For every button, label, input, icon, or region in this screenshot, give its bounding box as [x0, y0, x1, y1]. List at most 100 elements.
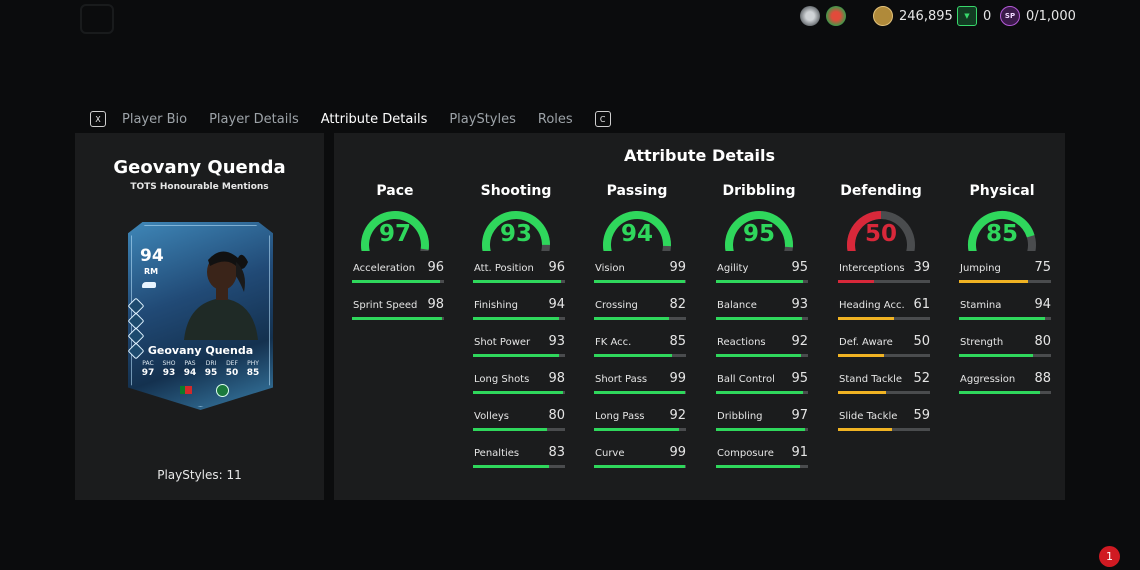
- attribute-value: 92: [791, 334, 808, 349]
- attribute-bar-track: [473, 465, 565, 468]
- card-stat-value: 97: [141, 368, 155, 378]
- attribute-bar-track: [716, 465, 808, 468]
- attribute-value: 98: [548, 371, 565, 386]
- attribute-name: Agility: [717, 263, 749, 274]
- attribute-value: 88: [1034, 371, 1051, 386]
- attribute-name: Ball Control: [717, 374, 775, 385]
- player-photo-icon: [184, 251, 258, 340]
- attribute-bar-fill: [838, 317, 895, 320]
- attribute-bar-track: [959, 354, 1051, 357]
- attribute-bar-fill: [716, 317, 802, 320]
- attribute-value: 91: [791, 445, 808, 460]
- attribute-column-defending: Defending 50 Interceptions 39 Heading Acc. 61…: [830, 183, 932, 444]
- attribute-row: Curve 99: [586, 444, 688, 481]
- attribute-name: Stand Tackle: [839, 374, 903, 385]
- attribute-bar-fill: [716, 391, 804, 394]
- attribute-name: Acceleration: [353, 263, 416, 274]
- attribute-name: Composure: [717, 448, 774, 459]
- category-rating: 50: [864, 221, 897, 247]
- card-stat-label: PHY: [247, 360, 259, 367]
- tab-attribute-details[interactable]: Attribute Details: [320, 111, 428, 127]
- attribute-value: 99: [669, 260, 686, 275]
- card-stat-label: PAS: [184, 360, 196, 367]
- attribute-bar-fill: [716, 428, 806, 431]
- attribute-name: Slide Tackle: [839, 411, 898, 422]
- gauge-arc: [968, 211, 1036, 251]
- tab-player-bio[interactable]: Player Bio: [122, 111, 188, 127]
- attribute-value: 98: [427, 297, 444, 312]
- attribute-name: FK Acc.: [595, 337, 632, 348]
- attribute-value: 94: [1034, 297, 1051, 312]
- attribute-name: Volleys: [474, 411, 510, 422]
- attribute-value: 93: [548, 334, 565, 349]
- attribute-name: Long Shots: [474, 374, 530, 385]
- coins-balance: 246,895: [873, 4, 953, 28]
- attribute-row: Finishing 94: [465, 296, 567, 333]
- category-title: Physical: [969, 183, 1035, 199]
- attribute-row: Dribbling 97: [708, 407, 810, 444]
- rank-badges[interactable]: [800, 4, 846, 28]
- attribute-bar-track: [594, 428, 686, 431]
- attribute-bar-track: [716, 317, 808, 320]
- attribute-bar-track: [473, 391, 565, 394]
- nation-flag-icon: [180, 386, 192, 394]
- card-stat-pac: PAC 97: [138, 360, 158, 378]
- tab-next-key-icon[interactable]: C: [594, 111, 611, 127]
- attribute-column-pace: Pace 97 Acceleration 96 Sprint Speed 98: [344, 183, 446, 333]
- tab-player-details[interactable]: Player Details: [209, 111, 299, 127]
- attribute-value: 83: [548, 445, 565, 460]
- attribute-row: Short Pass 99: [586, 370, 688, 407]
- attribute-value: 39: [913, 260, 930, 275]
- attribute-bar-track: [716, 354, 808, 357]
- player-card-panel: Geovany Quenda TOTS Honourable Mentions …: [75, 133, 324, 500]
- attribute-value: 80: [1034, 334, 1051, 349]
- attribute-bar-fill: [716, 465, 800, 468]
- attribute-bar-fill: [838, 391, 886, 394]
- category-gauge: 93: [478, 207, 554, 251]
- attribute-row: Crossing 82: [586, 296, 688, 333]
- attribute-row: Reactions 92: [708, 333, 810, 370]
- attribute-bar-fill: [716, 280, 804, 283]
- attribute-value: 93: [791, 297, 808, 312]
- tab-roles[interactable]: Roles: [537, 111, 573, 127]
- attribute-bar-fill: [838, 428, 893, 431]
- attribute-name: Dribbling: [717, 411, 763, 422]
- category-rating: 97: [378, 221, 411, 247]
- attribute-details-panel: Attribute Details Pace 97 Acceleration 96 Sp…: [334, 133, 1065, 500]
- attribute-bar-track: [838, 391, 930, 394]
- attribute-bar-track: [716, 428, 808, 431]
- attribute-name: Reactions: [717, 337, 766, 348]
- attribute-bar-fill: [473, 465, 550, 468]
- card-stat-value: 95: [204, 368, 218, 378]
- card-type-label: TOTS Honourable Mentions: [130, 182, 269, 192]
- attribute-row: Acceleration 96: [344, 259, 446, 296]
- attribute-value: 94: [548, 297, 565, 312]
- attribute-row: Vision 99: [586, 259, 688, 296]
- attribute-row: Shot Power 93: [465, 333, 567, 370]
- attribute-value: 96: [548, 260, 565, 275]
- notification-badge[interactable]: 1: [1099, 546, 1120, 567]
- attribute-name: Finishing: [474, 300, 518, 311]
- attribute-bar-track: [352, 280, 444, 283]
- fc-points-icon: ▼: [957, 6, 977, 26]
- tab-prev-key-icon[interactable]: X: [90, 111, 106, 127]
- attribute-value: 75: [1034, 260, 1051, 275]
- category-gauge: 94: [599, 207, 675, 251]
- attribute-bar-fill: [838, 354, 884, 357]
- gauge-fill: [603, 211, 671, 251]
- tab-playstyles[interactable]: PlayStyles: [449, 111, 516, 127]
- attribute-bar-track: [838, 428, 930, 431]
- attribute-row: Aggression 88: [951, 370, 1053, 407]
- attribute-list: Acceleration 96 Sprint Speed 98: [344, 259, 446, 333]
- player-card[interactable]: 94 RM Geovany Quenda PAC 97 SHO 93: [128, 222, 273, 410]
- gauge-fill: [361, 211, 429, 251]
- attribute-row: Stand Tackle 52: [830, 370, 932, 407]
- points-value: 0: [983, 8, 992, 24]
- attribute-name: Crossing: [595, 300, 638, 311]
- attribute-value: 50: [913, 334, 930, 349]
- attribute-bar-fill: [473, 428, 547, 431]
- attribute-bar-fill: [352, 280, 441, 283]
- points-balance: ▼ 0: [957, 4, 991, 28]
- card-stat-label: DEF: [226, 360, 238, 367]
- player-name: Geovany Quenda: [113, 157, 286, 178]
